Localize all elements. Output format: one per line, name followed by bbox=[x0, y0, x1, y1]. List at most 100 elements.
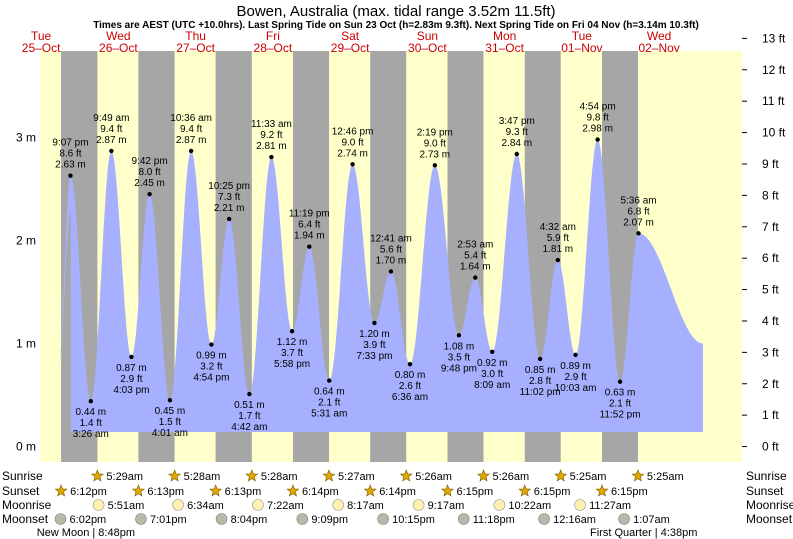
moonrise-icon bbox=[493, 499, 506, 511]
moonset-icon bbox=[377, 513, 389, 525]
y-axes: 0 m 1 m 2 m 3 m 0 ft 1 ft 2 ft 3 ft 4 ft 5 ft 6 ft… bbox=[16, 31, 786, 453]
low-tide-label: 0.99 m bbox=[196, 351, 227, 362]
high-tide-label: 2.07 m bbox=[623, 217, 654, 228]
moonset-time: 1:07am bbox=[633, 514, 670, 526]
high-tide-label: 1.64 m bbox=[460, 262, 491, 273]
sunrise-time: 5:26am bbox=[492, 471, 529, 483]
y-right-tick-label: 2 ft bbox=[762, 377, 779, 391]
day-date-label: 01–Nov bbox=[561, 41, 602, 55]
low-tide-label: 11:02 pm bbox=[520, 387, 561, 398]
low-tide-label: 0.51 m bbox=[234, 400, 265, 411]
high-tide-point bbox=[307, 244, 312, 249]
moonset-time: 12:16am bbox=[553, 514, 596, 526]
sunrise-time: 5:25am bbox=[647, 471, 684, 483]
low-tide-label: 3.2 ft bbox=[200, 362, 222, 373]
low-tide-label: 4:01 am bbox=[152, 428, 188, 439]
day-labels: Tue25–OctWed26–OctThu27–OctFri28–OctSat2… bbox=[22, 29, 680, 55]
moonset-icon bbox=[135, 513, 147, 525]
low-tide-label: 0.89 m bbox=[560, 361, 591, 372]
moonset-time: 8:04pm bbox=[231, 514, 268, 526]
low-tide-point bbox=[573, 352, 578, 358]
day-name-label: Tue bbox=[572, 29, 593, 43]
high-tide-label: 9:49 am bbox=[93, 113, 129, 124]
moonset-time: 9:09pm bbox=[311, 514, 348, 526]
high-tide-label: 2:19 pm bbox=[417, 127, 453, 138]
y-left-tick-label: 2 m bbox=[16, 234, 36, 248]
moonset-icon bbox=[618, 513, 630, 525]
row-label-right: Moonset bbox=[746, 512, 793, 526]
low-tide-label: 11:52 pm bbox=[600, 410, 641, 421]
low-tide-label: 9:48 pm bbox=[441, 363, 477, 374]
y-right-tick-label: 0 ft bbox=[762, 440, 779, 454]
sunset-icon bbox=[286, 484, 300, 497]
low-tide-label: 1.20 m bbox=[359, 329, 390, 340]
low-tide-label: 0.85 m bbox=[525, 365, 556, 376]
sunrise-icon bbox=[631, 469, 645, 482]
high-tide-label: 6.4 ft bbox=[298, 220, 320, 231]
sunset-icon bbox=[595, 484, 609, 497]
row-label-right: Sunrise bbox=[746, 469, 787, 483]
high-tide-point bbox=[514, 151, 520, 157]
low-tide-label: 8:09 am bbox=[474, 380, 510, 391]
day-date-label: 25–Oct bbox=[22, 41, 61, 55]
moonset-time: 6:02pm bbox=[70, 514, 107, 526]
moonrise-icon bbox=[92, 499, 105, 511]
high-tide-point bbox=[147, 191, 152, 197]
row-label-left: Sunrise bbox=[2, 469, 43, 483]
y-right-tick-label: 9 ft bbox=[762, 157, 779, 171]
high-tide-label: 9:07 pm bbox=[52, 138, 88, 149]
sunset-time: 6:13pm bbox=[147, 486, 184, 498]
row-label-left: Sunset bbox=[2, 484, 40, 498]
moonrise-icon bbox=[172, 499, 184, 511]
y-right-tick-label: 13 ft bbox=[762, 31, 786, 45]
moonrise-time: 9:17am bbox=[428, 500, 465, 512]
moonrise-time: 5:51am bbox=[108, 500, 145, 512]
high-tide-label: 2.74 m bbox=[337, 148, 368, 159]
sunset-time: 6:15pm bbox=[456, 486, 493, 498]
low-tide-label: 0.64 m bbox=[314, 387, 345, 398]
high-tide-point bbox=[636, 231, 641, 236]
sunset-time: 6:14pm bbox=[302, 486, 339, 498]
low-tide-point bbox=[88, 399, 94, 404]
day-date-label: 26–Oct bbox=[99, 41, 138, 55]
low-tide-point bbox=[167, 397, 173, 403]
y-right-tick-label: 3 ft bbox=[762, 345, 779, 359]
sunrise-time: 5:27am bbox=[338, 471, 375, 483]
low-tide-point bbox=[537, 356, 543, 362]
low-tide-label: 2.8 ft bbox=[529, 376, 551, 387]
high-tide-label: 9.0 ft bbox=[424, 138, 446, 149]
low-tide-label: 0.80 m bbox=[395, 370, 426, 381]
sunrise-icon bbox=[554, 469, 568, 482]
low-tide-label: 2.9 ft bbox=[120, 374, 142, 385]
high-tide-label: 11:19 pm bbox=[289, 209, 330, 220]
high-tide-label: 2.87 m bbox=[96, 135, 127, 146]
daylight-band bbox=[40, 51, 62, 462]
high-tide-label: 1.94 m bbox=[294, 231, 325, 242]
high-tide-point bbox=[350, 162, 355, 167]
low-tide-label: 1.08 m bbox=[444, 341, 475, 352]
low-tide-label: 0.63 m bbox=[605, 388, 636, 399]
y-right-tick-label: 11 ft bbox=[762, 94, 785, 108]
high-tide-point bbox=[226, 216, 232, 222]
day-name-label: Sun bbox=[417, 29, 438, 43]
day-name-label: Wed bbox=[106, 29, 130, 43]
sunset-time: 6:12pm bbox=[70, 486, 107, 498]
day-name-label: Sat bbox=[341, 29, 360, 43]
high-tide-point bbox=[269, 154, 274, 160]
high-tide-label: 10:25 pm bbox=[208, 181, 250, 192]
high-tide-label: 4:32 am bbox=[540, 222, 576, 233]
moonrise-time: 10:22am bbox=[508, 500, 551, 512]
day-date-label: 31–Oct bbox=[485, 41, 524, 55]
high-tide-label: 4:54 pm bbox=[580, 102, 616, 113]
row-label-right: Moonrise bbox=[746, 498, 793, 512]
y-right-tick-label: 10 ft bbox=[762, 126, 786, 140]
high-tide-point bbox=[388, 269, 394, 274]
high-tide-label: 9.2 ft bbox=[260, 130, 282, 141]
sunset-icon bbox=[209, 484, 223, 497]
sunrise-icon bbox=[322, 469, 336, 482]
sunset-icon bbox=[363, 484, 377, 497]
high-tide-label: 5.9 ft bbox=[547, 233, 569, 244]
high-tide-label: 9.4 ft bbox=[180, 124, 202, 135]
low-tide-point bbox=[456, 333, 462, 338]
